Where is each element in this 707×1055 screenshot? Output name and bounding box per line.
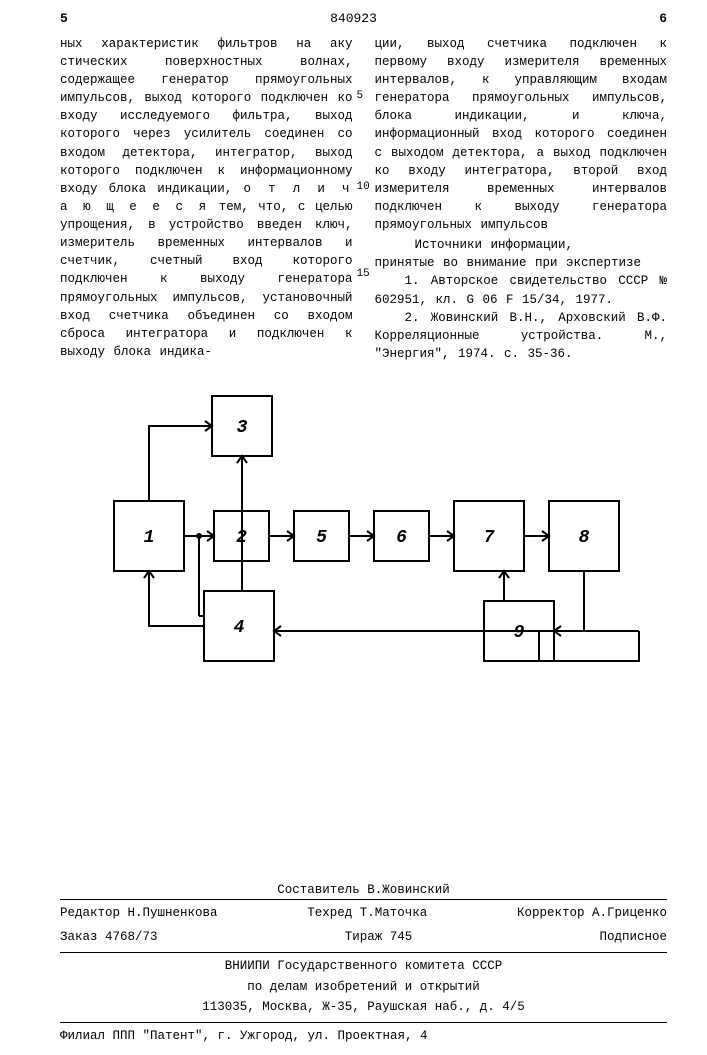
text-columns: ных характеристик фильтров на аку стичес… bbox=[60, 35, 667, 363]
compiler: Составитель В.Жовинский bbox=[60, 881, 667, 899]
doc-number: 840923 bbox=[330, 10, 377, 29]
svg-text:5: 5 bbox=[316, 528, 327, 548]
credits-block: Составитель В.Жовинский Редактор Н.Пушне… bbox=[60, 881, 667, 1045]
svg-text:3: 3 bbox=[236, 418, 247, 438]
svg-text:8: 8 bbox=[578, 528, 589, 548]
source-2: 2. Жовинский В.Н., Арховский В.Ф. Коррел… bbox=[375, 309, 668, 363]
marker-15: 15 bbox=[357, 267, 370, 283]
footer: Филиал ППП "Патент", г. Ужгород, ул. Про… bbox=[60, 1022, 667, 1045]
order-number: Заказ 4768/73 bbox=[60, 928, 158, 946]
right-column: 5 10 15 ции, выход счетчика подключен к … bbox=[375, 35, 668, 363]
left-column: ных характеристик фильтров на аку стичес… bbox=[60, 35, 353, 363]
sources-title: Источники информации, bbox=[375, 236, 668, 254]
publisher-line2: по делам изобретений и открытий bbox=[60, 978, 667, 996]
publisher-line1: ВНИИПИ Государственного комитета СССР bbox=[60, 957, 667, 975]
svg-text:7: 7 bbox=[483, 528, 494, 548]
source-1: 1. Авторское свидетельство СССР № 602951… bbox=[375, 272, 668, 308]
header-page-right: 6 bbox=[659, 10, 667, 29]
corrector: Корректор А.Гриценко bbox=[517, 904, 667, 922]
tirazh: Тираж 745 bbox=[158, 928, 600, 946]
svg-text:1: 1 bbox=[143, 528, 154, 548]
sources-sub: принятые во внимание при экспертизе bbox=[375, 254, 668, 272]
col-right-body: ции, выход счетчика подключен к первому … bbox=[375, 35, 668, 234]
block-diagram: 123456789 bbox=[84, 391, 644, 681]
marker-10: 10 bbox=[357, 180, 370, 196]
svg-text:4: 4 bbox=[233, 618, 244, 638]
svg-text:9: 9 bbox=[513, 623, 524, 643]
svg-text:6: 6 bbox=[396, 528, 407, 548]
marker-5: 5 bbox=[357, 89, 364, 105]
techred: Техред Т.Маточка bbox=[218, 904, 517, 922]
editor: Редактор Н.Пушненкова bbox=[60, 904, 218, 922]
col-left-part1: ных характеристик фильтров на аку стичес… bbox=[60, 37, 353, 196]
publisher-line3: 113035, Москва, Ж-35, Раушская наб., д. … bbox=[60, 998, 667, 1016]
col-left-part2: тем, что, с целью упрощения, в устройств… bbox=[60, 200, 353, 359]
podpisnoe: Подписное bbox=[599, 928, 667, 946]
header-page-left: 5 bbox=[60, 10, 68, 29]
